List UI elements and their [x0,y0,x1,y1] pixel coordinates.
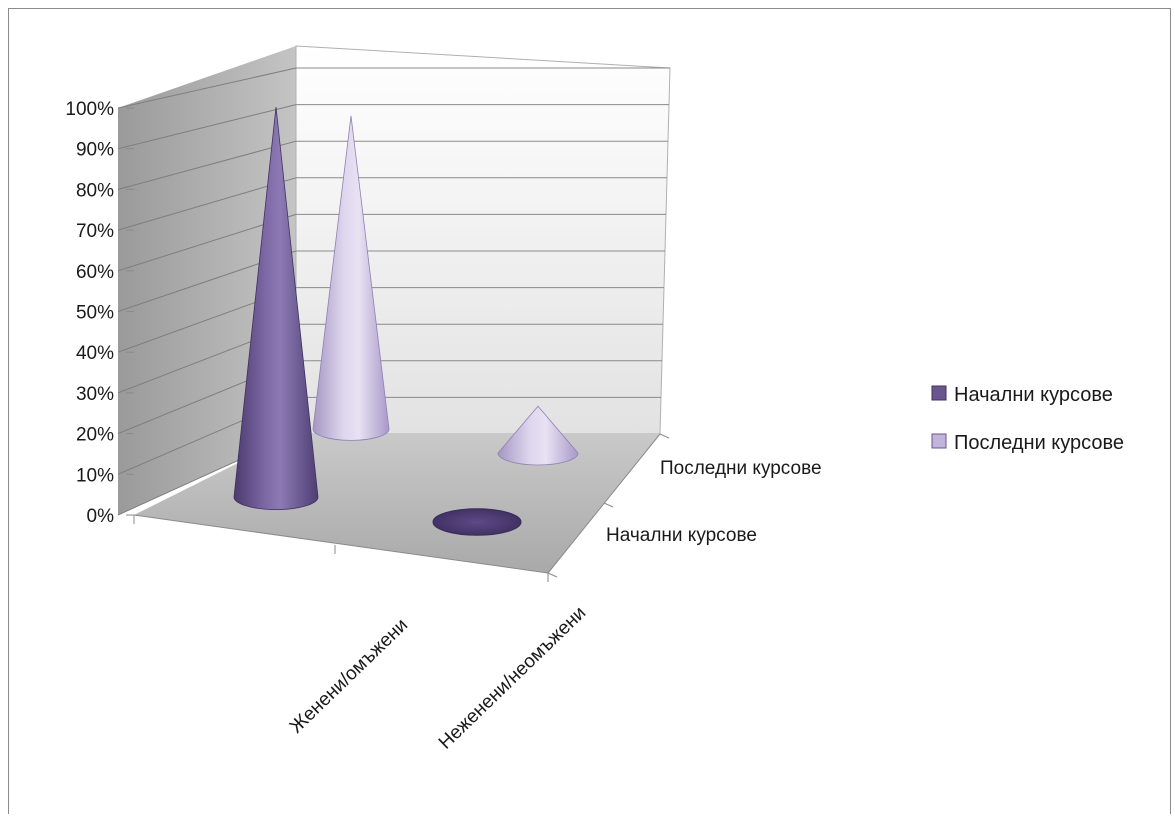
y-tick-label: 40% [76,343,114,364]
y-tick-label: 30% [76,384,114,405]
axes [133,433,661,574]
y-tick-label: 50% [76,303,114,324]
y-tick-label: 100% [65,99,114,120]
legend-label-last: Последни курсове [954,432,1124,454]
cone-mark [312,115,390,441]
legend-label-first: Начални курсове [954,384,1113,406]
category-label-1: Неженени/неомъжени [435,603,590,754]
cone-mark [432,508,522,536]
y-tick-label: 20% [76,425,114,446]
axis-tick [659,433,670,439]
axis-tick [603,502,614,508]
axis-tick [547,572,558,578]
y-tick-label: 80% [76,180,114,201]
y-tick-label: 70% [76,221,114,242]
y-tick-label: 60% [76,262,114,283]
y-tick-label: 10% [76,465,114,486]
depth-label-first: Начални курсове [606,525,757,546]
y-axis-labels: 0% 10% 20% 30% 40% 50% 60% 70% 80% 90% 100% [65,99,114,527]
gridline [117,67,297,109]
gridline [117,104,297,150]
depth-label-last: Последни курсове [660,458,822,479]
legend: Начални курсове Последни курсове [931,384,1124,454]
chart-border [8,8,1171,819]
legend-swatch-first [931,385,947,401]
gridline [117,177,297,231]
chart-marks [233,106,579,536]
y-tick-label: 0% [87,506,115,527]
legend-swatch-last [931,433,947,449]
gridline [117,140,297,190]
category-label-2: Женени/омъжени [286,615,412,738]
y-tick-label: 90% [76,140,114,161]
cone-mark [233,106,319,510]
cone-mark [497,405,579,466]
